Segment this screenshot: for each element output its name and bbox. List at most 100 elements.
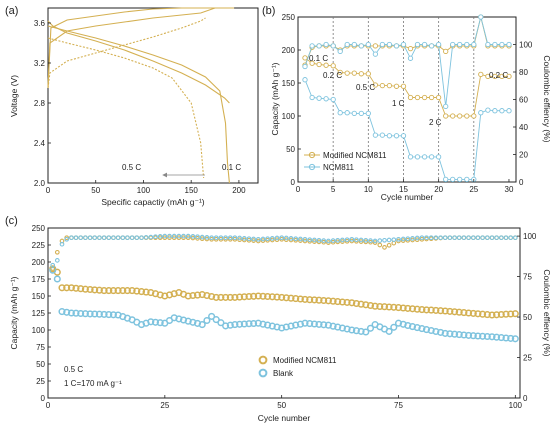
- panel-label-a: (a): [5, 5, 18, 17]
- data-point-c: [455, 308, 463, 316]
- data-point-b: [337, 69, 343, 76]
- data-point-c: [64, 236, 70, 242]
- data-point-c: [377, 242, 383, 248]
- data-point-c: [156, 319, 164, 327]
- data-point-c: [405, 236, 411, 242]
- rate-label-02c: 0.2 C: [323, 71, 342, 80]
- x-tick-label-c: 75: [394, 401, 403, 410]
- data-point-c: [380, 303, 389, 311]
- voltage-curve-a-5: [47, 17, 206, 89]
- x-tick-label-b: 20: [434, 185, 443, 194]
- y-tick-label-c: 150: [32, 292, 46, 301]
- data-point-c: [208, 312, 216, 320]
- data-point-b: [400, 83, 407, 89]
- data-point-c: [461, 235, 467, 241]
- data-point-b: [393, 133, 400, 139]
- data-point-b: [457, 113, 463, 119]
- data-point-c: [86, 310, 94, 318]
- data-point-c: [508, 235, 514, 241]
- series-b: [302, 14, 512, 183]
- data-point-c: [507, 334, 515, 342]
- data-point-c: [483, 332, 491, 341]
- data-point-c: [358, 237, 364, 243]
- data-point-c: [366, 324, 375, 332]
- y-tick-right-label-c: 0: [523, 394, 528, 403]
- data-point-b: [316, 95, 322, 101]
- data-point-c: [363, 237, 369, 243]
- data-point-c: [176, 233, 182, 239]
- series-group-b-2: [302, 14, 512, 68]
- data-point-c: [390, 303, 398, 311]
- y-tick-right-label-b: 40: [519, 123, 528, 132]
- data-point-b: [457, 176, 463, 183]
- data-point-c: [293, 236, 299, 242]
- data-point-c: [310, 296, 318, 304]
- data-point-c: [390, 323, 398, 331]
- data-point-c: [438, 235, 443, 241]
- data-point-c: [143, 235, 149, 240]
- data-point-c: [77, 309, 85, 318]
- data-point-b: [464, 113, 470, 119]
- data-point-c: [81, 285, 89, 293]
- data-point-c: [273, 293, 281, 301]
- data-point-c: [195, 236, 200, 241]
- rate-label-01c: 0.1 C: [309, 54, 328, 63]
- series-line-b-3: [304, 16, 509, 107]
- data-point-c: [437, 307, 445, 315]
- data-point-b: [428, 154, 435, 160]
- data-point-c: [404, 304, 412, 312]
- data-point-c: [335, 239, 341, 245]
- data-point-c: [321, 239, 327, 245]
- data-point-c: [399, 304, 407, 312]
- data-point-c: [512, 235, 518, 241]
- data-point-c: [251, 236, 256, 242]
- data-point-c: [288, 236, 294, 241]
- data-point-c: [86, 285, 94, 294]
- data-point-c: [315, 320, 323, 328]
- rate-label-2c: 2 C: [429, 118, 442, 127]
- data-point-c: [92, 235, 98, 241]
- annotation-05c-a: 0.5 C: [122, 163, 141, 172]
- y-tick-right-label-c: 75: [523, 273, 532, 282]
- data-point-c: [344, 237, 350, 243]
- data-point-c: [316, 237, 322, 243]
- data-point-b: [506, 41, 512, 48]
- data-point-c: [265, 236, 270, 242]
- data-point-c: [493, 333, 501, 341]
- data-point-b: [428, 43, 435, 49]
- data-point-c: [198, 321, 206, 329]
- y-tick-right-label-c: 100: [523, 232, 537, 241]
- data-point-b: [443, 176, 449, 183]
- data-point-b: [407, 55, 414, 61]
- data-point-b: [330, 63, 336, 69]
- data-point-c: [405, 237, 411, 243]
- data-point-c: [362, 301, 370, 309]
- y-tick-label-a: 3.2: [34, 59, 46, 68]
- data-point-b: [330, 96, 336, 103]
- data-point-c: [296, 295, 304, 303]
- y-axis-label-c: Capacity (mAh g⁻¹): [9, 276, 19, 349]
- data-point-c: [250, 292, 258, 300]
- data-point-b: [372, 51, 379, 57]
- data-point-b: [478, 14, 484, 20]
- plot-frame-a: [47, 7, 259, 184]
- data-point-c: [329, 297, 337, 305]
- x-axis-label-a: Specific capactiy (mAh g⁻¹): [101, 197, 204, 207]
- data-point-b: [435, 94, 442, 101]
- data-point-b: [478, 110, 484, 116]
- data-point-c: [123, 287, 131, 295]
- data-point-c: [466, 235, 471, 241]
- data-point-c: [279, 236, 285, 242]
- y-tick-label-a: 2.4: [34, 139, 46, 148]
- data-point-b: [492, 108, 498, 114]
- series-group-b-0: [302, 55, 512, 119]
- data-point-c: [240, 320, 248, 328]
- data-point-c: [424, 235, 429, 241]
- data-point-c: [259, 320, 267, 328]
- data-point-c: [212, 316, 220, 324]
- data-point-b: [344, 41, 350, 48]
- voltage-curve-a-0: [47, 25, 230, 184]
- y-tick-right-label-b: 80: [519, 68, 528, 77]
- x-tick-label-b: 15: [399, 185, 408, 194]
- data-point-c: [391, 237, 397, 243]
